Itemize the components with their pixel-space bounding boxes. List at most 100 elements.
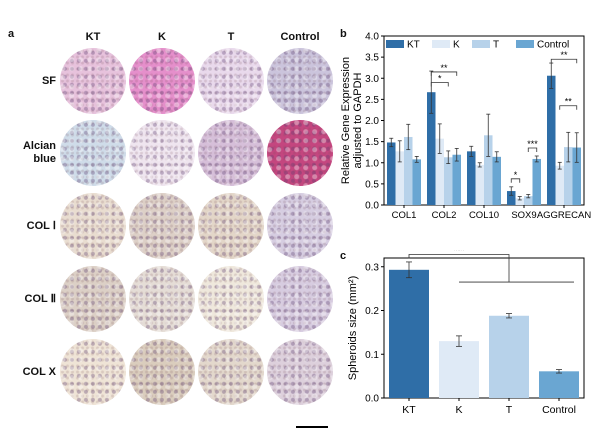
bar-control xyxy=(539,371,579,398)
significance-label: ** xyxy=(565,97,573,107)
x-tick-label: K xyxy=(455,404,462,416)
tissue-section-t xyxy=(198,120,264,186)
y-tick-label: 2.5 xyxy=(365,95,379,106)
bar-control-sox9 xyxy=(532,158,541,205)
x-tick-label: AGGRECAN xyxy=(537,210,592,221)
y-tick-label: 3.5 xyxy=(365,53,379,64)
plot-frame xyxy=(383,257,585,399)
y-tick-label: 1.5 xyxy=(365,137,379,148)
bar-k-sox9 xyxy=(515,198,524,205)
x-tick-label: COL1 xyxy=(392,210,417,221)
gene-expression-chart: 0.0 0.5 1.0 1.5 2.0 2.5 3.0 3.5 4.0 Relative Gene… xyxy=(340,32,592,222)
panel-c-label: c xyxy=(340,250,347,262)
y-axis-label: adjusted to GAPDH xyxy=(352,72,364,168)
bar-t-col10 xyxy=(484,135,493,205)
significance-bracket xyxy=(527,147,538,152)
significance-label: *** xyxy=(527,139,538,149)
legend-swatch-kt xyxy=(386,40,404,48)
significance-bracket xyxy=(408,254,510,283)
bar-kt xyxy=(389,269,429,398)
significance-bracket xyxy=(559,105,578,110)
significance-label: *** xyxy=(454,250,465,256)
bar-control-col1 xyxy=(412,159,421,205)
bar-kt-col1 xyxy=(387,142,396,205)
bar-t-col1 xyxy=(404,136,413,205)
row-label: Alcian blue xyxy=(22,140,56,165)
tissue-section-k xyxy=(129,193,195,259)
x-tick-label: Control xyxy=(542,404,576,416)
y-tick-label: 2.0 xyxy=(365,116,379,127)
column-label-kt: KT xyxy=(85,31,101,43)
row-label: COL X xyxy=(22,365,56,378)
y-tick-label: 0.2 xyxy=(365,306,379,317)
significance-label: * xyxy=(514,170,518,180)
bar-kt-sox9 xyxy=(507,191,516,205)
panel-b-label: b xyxy=(340,28,347,40)
legend-label-t: T xyxy=(493,40,499,51)
tissue-section-t xyxy=(198,193,264,259)
y-axis-label: Spheroids size (mm²) xyxy=(347,276,359,381)
bar-t xyxy=(489,315,529,398)
tissue-section-control xyxy=(267,339,333,405)
x-tick-label: COL10 xyxy=(469,210,499,221)
tissue-section-k xyxy=(129,339,195,405)
legend-label-control: Control xyxy=(537,40,569,51)
x-tick-label: SOX9 xyxy=(511,210,536,221)
tissue-section-control xyxy=(267,266,333,332)
panel-a-label: a xyxy=(8,28,15,40)
tissue-section-t xyxy=(198,339,264,405)
y-tick-label: 3.0 xyxy=(365,74,379,85)
tissue-section-kt xyxy=(60,193,126,259)
tissue-section-control xyxy=(267,48,333,114)
column-label-t: T xyxy=(227,31,235,43)
x-tick-label: T xyxy=(506,404,513,416)
bar-k-col1 xyxy=(395,151,404,205)
row-label: COL Ⅰ xyxy=(26,219,56,232)
tissue-section-t xyxy=(198,48,264,114)
bar-control-col10 xyxy=(492,156,501,205)
y-axis-label: Relative Gene Expression xyxy=(340,57,352,184)
x-tick-label: COL2 xyxy=(432,210,457,221)
legend-swatch-control xyxy=(516,40,534,48)
y-tick-label: 1.0 xyxy=(365,158,379,169)
tissue-section-kt xyxy=(60,266,126,332)
bar-k xyxy=(439,341,479,398)
bar-k-aggrecan xyxy=(555,165,564,205)
scale-bar xyxy=(296,426,328,428)
significance-bracket xyxy=(510,178,521,183)
bar-k-col10 xyxy=(475,164,484,205)
significance-bracket xyxy=(550,58,578,64)
tissue-section-kt xyxy=(60,120,126,186)
bar-kt-col2 xyxy=(427,92,436,205)
bar-t-col2 xyxy=(444,157,453,205)
bar-control-aggrecan xyxy=(572,147,581,205)
column-label-control: Control xyxy=(280,31,320,43)
tissue-section-kt xyxy=(60,339,126,405)
significance-bracket xyxy=(430,82,449,87)
bar-t-sox9 xyxy=(524,196,533,205)
legend-swatch-k xyxy=(432,40,450,48)
row-label: COL Ⅱ xyxy=(24,292,57,305)
bar-kt-aggrecan xyxy=(547,75,556,205)
tissue-section-k xyxy=(129,48,195,114)
x-tick-label: KT xyxy=(402,404,416,416)
legend-label-kt: KT xyxy=(407,40,420,51)
tissue-section-control xyxy=(267,193,333,259)
bar-kt-col10 xyxy=(467,151,476,205)
tissue-section-k xyxy=(129,120,195,186)
bar-k-col2 xyxy=(435,138,444,205)
column-label-k: K xyxy=(158,31,166,43)
y-tick-label: 0.1 xyxy=(365,350,379,361)
y-tick-label: 4.0 xyxy=(365,32,379,43)
histology-grid xyxy=(58,48,336,410)
tissue-section-t xyxy=(198,266,264,332)
significance-label: * xyxy=(438,73,442,83)
legend-swatch-t xyxy=(472,40,490,48)
tissue-section-control xyxy=(267,120,333,186)
bar-control-col2 xyxy=(452,154,461,205)
tissue-section-k xyxy=(129,266,195,332)
tissue-section-kt xyxy=(60,48,126,114)
y-tick-label: 0.3 xyxy=(365,262,379,273)
significance-label: ** xyxy=(560,50,568,60)
